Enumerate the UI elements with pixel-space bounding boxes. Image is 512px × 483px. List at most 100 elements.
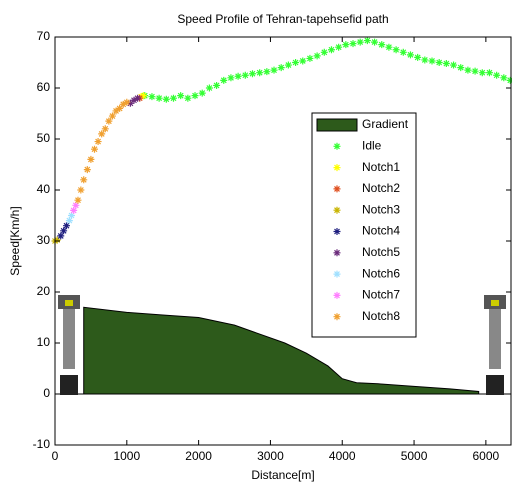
marker <box>53 236 61 244</box>
x-tick-label: 4000 <box>329 449 356 463</box>
marker <box>234 72 242 80</box>
legend: Gradient Idle Notch1 Notch2 Notch3 Notch4 Notc… <box>311 112 417 338</box>
legend-label: Notch3 <box>362 202 400 216</box>
legend-label: Gradient <box>362 117 409 131</box>
marker <box>148 93 156 101</box>
marker <box>116 104 124 112</box>
marker <box>101 125 109 133</box>
marker <box>299 57 307 65</box>
marker <box>68 212 76 219</box>
legend-label: Notch4 <box>362 224 400 238</box>
marker <box>90 145 98 153</box>
marker <box>327 46 335 54</box>
legend-marker <box>333 142 341 150</box>
marker <box>421 56 429 64</box>
marker <box>241 71 249 79</box>
x-tick-label: 6000 <box>473 449 500 463</box>
x-tick-label: 0 <box>52 449 59 463</box>
marker <box>320 48 328 56</box>
legend-marker <box>333 228 341 235</box>
marker <box>450 61 458 69</box>
marker <box>87 155 95 163</box>
marker <box>72 201 80 209</box>
marker <box>162 95 170 103</box>
marker <box>500 74 508 82</box>
marker <box>435 59 443 66</box>
marker <box>277 64 285 72</box>
marker <box>349 40 357 48</box>
marker <box>70 206 78 214</box>
legend-marker <box>333 185 341 193</box>
marker <box>428 57 436 65</box>
marker <box>378 41 386 49</box>
legend-marker <box>333 206 341 214</box>
legend-marker <box>333 164 341 172</box>
marker <box>284 61 292 69</box>
y-tick-label: 10 <box>37 335 51 349</box>
marker <box>220 76 228 84</box>
marker <box>105 117 113 125</box>
marker <box>464 66 472 74</box>
x-tick-label: 5000 <box>401 449 428 463</box>
marker <box>342 41 350 49</box>
x-tick-label: 3000 <box>257 449 284 463</box>
legend-marker <box>333 249 341 257</box>
marker <box>119 100 127 108</box>
marker <box>98 130 106 138</box>
marker <box>385 43 393 51</box>
legend-label: Notch5 <box>362 245 400 259</box>
marker <box>478 69 486 77</box>
marker <box>57 232 65 240</box>
marker <box>126 99 134 107</box>
marker <box>62 222 70 230</box>
legend-marker <box>333 270 341 278</box>
marker <box>130 96 138 104</box>
legend-marker <box>333 291 341 299</box>
marker <box>256 69 264 77</box>
marker <box>139 92 147 100</box>
plot-area: 0 1000 2000 3000 4000 5000 6000-10010203040506… <box>33 29 512 463</box>
marker <box>74 196 82 204</box>
legend-label: Notch2 <box>362 181 400 195</box>
marker <box>83 166 91 174</box>
legend-label: Notch7 <box>362 288 400 302</box>
legend-label: Notch6 <box>362 266 400 280</box>
x-axis-label: Distance[m] <box>251 468 314 482</box>
marker <box>123 98 131 106</box>
marker <box>457 64 465 72</box>
marker <box>80 176 88 184</box>
y-tick-label: 40 <box>37 182 51 196</box>
marker <box>169 94 177 102</box>
legend-label: Idle <box>362 138 382 152</box>
y-tick-label: 30 <box>37 233 51 247</box>
marker <box>112 107 120 115</box>
y-axis-label: Speed[Km/h] <box>8 206 22 275</box>
y-tick-label: -10 <box>33 437 51 451</box>
legend-swatch <box>316 118 358 132</box>
legend-label: Notch8 <box>362 309 400 323</box>
marker <box>335 43 343 51</box>
marker <box>213 81 221 89</box>
marker <box>177 92 185 100</box>
marker <box>248 70 256 78</box>
marker <box>356 38 364 46</box>
legend-label: Notch1 <box>362 160 400 174</box>
marker <box>155 94 163 102</box>
marker <box>406 51 414 59</box>
marker <box>292 59 300 66</box>
marker <box>306 54 314 62</box>
marker <box>270 66 278 74</box>
marker <box>77 186 85 194</box>
marker <box>227 74 235 82</box>
marker <box>399 48 407 56</box>
gradient-area <box>83 306 480 395</box>
x-tick-label: 1000 <box>113 449 140 463</box>
marker <box>485 69 493 77</box>
marker <box>313 52 321 60</box>
marker <box>263 68 271 76</box>
marker <box>392 46 400 54</box>
marker <box>363 37 371 45</box>
marker <box>134 94 142 102</box>
marker <box>191 92 199 100</box>
